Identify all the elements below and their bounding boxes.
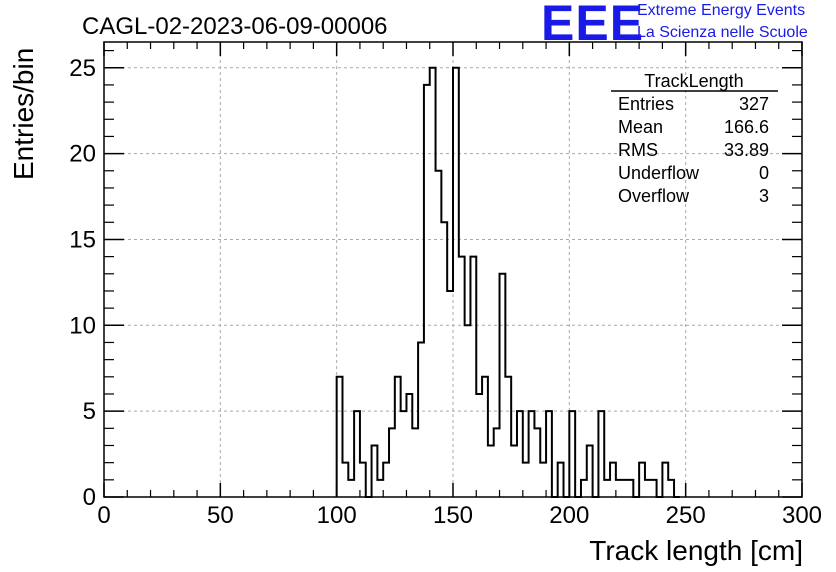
stats-value-rms: 33.89 (724, 140, 769, 160)
x-tick-label: 100 (317, 502, 357, 529)
tick-layer (103, 42, 803, 498)
y-axis-label: Entries/bin (8, 48, 39, 180)
logo-line-2: La Scienza nelle Scuole (637, 24, 808, 41)
y-tick-label: 15 (69, 226, 96, 253)
stats-value-mean: 166.6 (724, 117, 769, 137)
run-title: CAGL-02-2023-06-09-00006 (82, 13, 388, 40)
stats-label-overflow: Overflow (618, 186, 690, 206)
stats-label-rms: RMS (618, 140, 658, 160)
x-tick-label: 50 (207, 502, 234, 529)
stats-value-entries: 327 (739, 94, 769, 114)
eee-logo: EEE (541, 0, 645, 51)
y-tick-label: 20 (69, 141, 96, 168)
histogram-outline (335, 66, 680, 498)
x-axis-label: Track length [cm] (589, 535, 803, 566)
stats-label-underflow: Underflow (618, 163, 700, 183)
stats-label-entries: Entries (618, 94, 674, 114)
x-tick-label: 300 (782, 502, 822, 529)
stats-label-mean: Mean (618, 117, 663, 137)
y-tick-label: 5 (83, 398, 96, 425)
logo-line-1: Extreme Energy Events (637, 2, 806, 19)
tick-label-layer: 0 50 100 150 200 250 300 0 5 10 15 20 25 (69, 55, 822, 529)
y-tick-label: 25 (69, 55, 96, 82)
x-tick-label: 250 (666, 502, 706, 529)
x-tick-label: 0 (97, 502, 110, 529)
stats-value-overflow: 3 (759, 186, 769, 206)
y-tick-label: 0 (83, 484, 96, 511)
x-tick-label: 200 (549, 502, 589, 529)
x-tick-label: 150 (433, 502, 473, 529)
y-tick-label: 10 (69, 312, 96, 339)
stats-title: TrackLength (644, 71, 743, 91)
stats-value-underflow: 0 (759, 163, 769, 183)
stats-box: TrackLength Entries 327 Mean 166.6 RMS 3… (611, 71, 778, 206)
